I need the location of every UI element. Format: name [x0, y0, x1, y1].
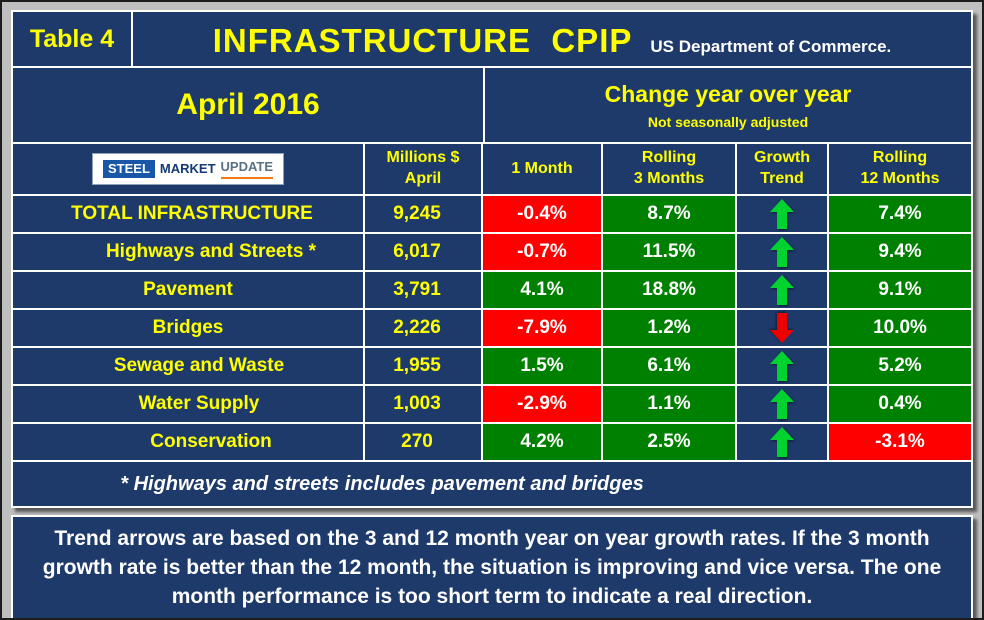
one-month-value: -7.9%: [483, 310, 603, 346]
column-header-rolling-12-months: Rolling 12 Months: [829, 144, 971, 194]
column-header-trend-line1: Growth: [754, 149, 810, 167]
column-header-millions-line2: April: [404, 170, 442, 187]
change-title: Change year over year: [604, 80, 852, 107]
column-header-growth-trend: Growth Trend: [737, 144, 829, 194]
table-row: Pavement 3,791 4.1% 18.8% 9.1%: [13, 272, 971, 310]
column-header-1-month: 1 Month: [483, 144, 603, 194]
logo-steel-text: STEEL: [103, 159, 155, 179]
column-header-trend-line2: Trend: [760, 170, 804, 187]
millions-value: 3,791: [365, 272, 483, 308]
trend-down-arrow-icon: [737, 310, 829, 346]
trend-up-arrow-icon: [737, 348, 829, 384]
rolling-3-months-value: 8.7%: [603, 196, 737, 232]
logo-update-text: UPDATE: [220, 159, 273, 179]
trend-up-arrow-icon: [737, 272, 829, 308]
table-row: Highways and Streets * 6,017 -0.7% 11.5% 9.4…: [13, 234, 971, 272]
period-row: April 2016 Change year over year Not sea…: [13, 68, 971, 144]
trend-up-arrow-icon: [737, 234, 829, 270]
rolling-12-months-value: 9.1%: [829, 272, 971, 308]
row-label: Water Supply: [13, 386, 365, 422]
column-header-rolling3-line2: 3 Months: [633, 170, 705, 187]
infrastructure-cpip-table: Table 4 INFRASTRUCTURE CPIP US Departmen…: [11, 10, 973, 508]
millions-value: 6,017: [365, 234, 483, 270]
title-area: INFRASTRUCTURE CPIP US Department of Com…: [133, 12, 971, 66]
millions-value: 9,245: [365, 196, 483, 232]
column-header-rolling-3-months: Rolling 3 Months: [603, 144, 737, 194]
column-header-1-month-label: 1 Month: [511, 159, 573, 177]
rolling-3-months-value: 2.5%: [603, 424, 737, 460]
trend-up-arrow-icon: [737, 424, 829, 460]
rolling-3-months-value: 11.5%: [603, 234, 737, 270]
row-label: Highways and Streets *: [13, 234, 365, 270]
page-title: INFRASTRUCTURE CPIP: [212, 22, 633, 59]
seasonal-adjustment-note: Not seasonally adjusted: [647, 113, 809, 130]
column-header-rolling12-line1: Rolling: [872, 149, 928, 167]
rolling-12-months-value: 5.2%: [829, 348, 971, 384]
rolling-12-months-value: 10.0%: [829, 310, 971, 346]
steel-market-update-logo: STEEL MARKET UPDATE: [92, 153, 284, 185]
trend-up-arrow-icon: [737, 386, 829, 422]
title-row: Table 4 INFRASTRUCTURE CPIP US Departmen…: [13, 12, 971, 68]
column-header-row: STEEL MARKET UPDATE Millions $ April 1 M…: [13, 144, 971, 196]
title-subtitle: US Department of Commerce.: [650, 37, 892, 56]
millions-value: 270: [365, 424, 483, 460]
one-month-value: -2.9%: [483, 386, 603, 422]
change-header: Change year over year Not seasonally adj…: [485, 68, 971, 142]
millions-value: 2,226: [365, 310, 483, 346]
rolling-12-months-value: 7.4%: [829, 196, 971, 232]
rolling-12-months-value: 0.4%: [829, 386, 971, 422]
column-header-rolling12-line2: 12 Months: [860, 170, 940, 187]
rolling-3-months-value: 6.1%: [603, 348, 737, 384]
rolling-12-months-value: 9.4%: [829, 234, 971, 270]
row-label: Sewage and Waste: [13, 348, 365, 384]
table-row: Bridges 2,226 -7.9% 1.2% 10.0%: [13, 310, 971, 348]
trend-explanation-note: Trend arrows are based on the 3 and 12 m…: [11, 515, 973, 618]
one-month-value: 1.5%: [483, 348, 603, 384]
logo-market-text: MARKET: [159, 160, 216, 176]
trend-up-arrow-icon: [737, 196, 829, 232]
rolling-12-months-value: -3.1%: [829, 424, 971, 460]
column-header-millions-line1: Millions $: [386, 149, 460, 167]
one-month-value: -0.7%: [483, 234, 603, 270]
row-label: Pavement: [13, 272, 365, 308]
one-month-value: 4.2%: [483, 424, 603, 460]
rolling-3-months-value: 1.2%: [603, 310, 737, 346]
table-body: TOTAL INFRASTRUCTURE 9,245 -0.4% 8.7% 7.4% Hi…: [13, 196, 971, 462]
column-header-rolling3-line1: Rolling: [641, 149, 697, 167]
footnote: * Highways and streets includes pavement…: [120, 472, 644, 495]
table-row: TOTAL INFRASTRUCTURE 9,245 -0.4% 8.7% 7.4%: [13, 196, 971, 234]
row-label: TOTAL INFRASTRUCTURE: [13, 196, 365, 232]
one-month-value: 4.1%: [483, 272, 603, 308]
table-row: Conservation 270 4.2% 2.5% -3.1%: [13, 424, 971, 462]
row-label: Conservation: [13, 424, 365, 460]
millions-value: 1,003: [365, 386, 483, 422]
table-row: Sewage and Waste 1,955 1.5% 6.1% 5.2%: [13, 348, 971, 386]
table-number-label: Table 4: [13, 12, 133, 66]
month-label: April 2016: [13, 68, 485, 142]
millions-value: 1,955: [365, 348, 483, 384]
row-label: Bridges: [13, 310, 365, 346]
rolling-3-months-value: 18.8%: [603, 272, 737, 308]
column-header-millions: Millions $ April: [365, 144, 483, 194]
rolling-3-months-value: 1.1%: [603, 386, 737, 422]
table-row: Water Supply 1,003 -2.9% 1.1% 0.4%: [13, 386, 971, 424]
logo-cell: STEEL MARKET UPDATE: [13, 144, 365, 194]
one-month-value: -0.4%: [483, 196, 603, 232]
